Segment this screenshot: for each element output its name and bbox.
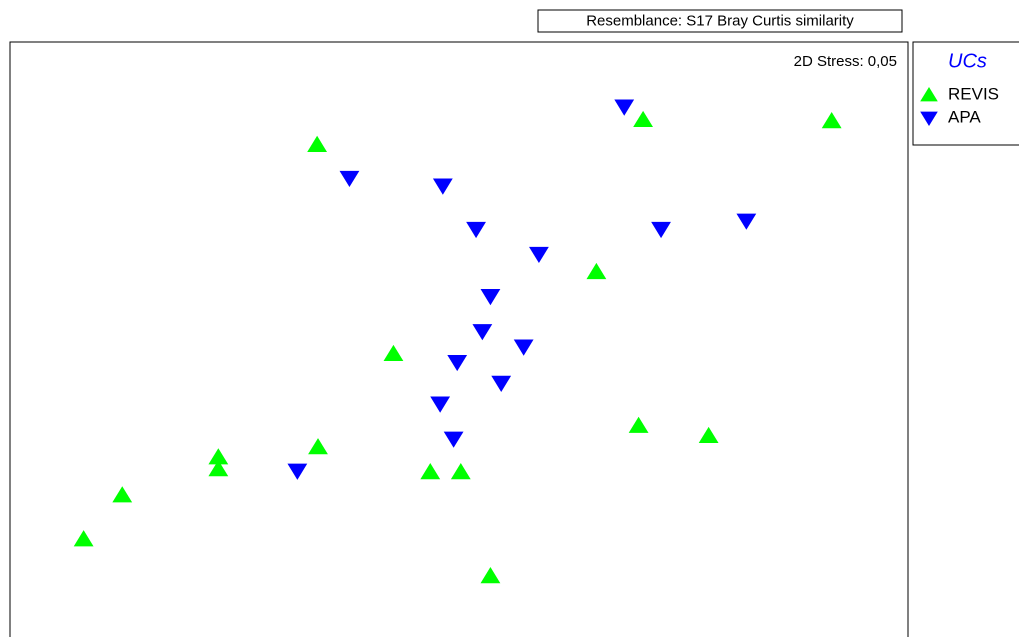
legend-marker (920, 111, 938, 126)
point (472, 324, 493, 341)
legend-box (912, 41, 1019, 146)
point (513, 339, 534, 356)
point (480, 567, 501, 584)
point (633, 110, 653, 128)
point (628, 416, 649, 433)
plot-frame (9, 41, 909, 637)
point (586, 262, 607, 280)
point (73, 530, 94, 547)
point (432, 178, 453, 195)
legend-label: APA (948, 107, 981, 126)
point (491, 375, 512, 392)
point (466, 221, 486, 239)
title-box (537, 9, 903, 33)
point (736, 213, 757, 230)
point (208, 460, 229, 477)
point (383, 344, 404, 362)
point (447, 354, 468, 372)
legend-marker (920, 87, 938, 102)
legend-label: REVIS (948, 84, 999, 103)
point (443, 431, 464, 448)
point (307, 135, 328, 152)
point (651, 221, 671, 239)
stress-annotation: 2D Stress: 0,05 (794, 53, 897, 70)
point (614, 99, 635, 116)
point (480, 289, 501, 306)
point (698, 426, 719, 444)
point (420, 463, 441, 480)
point (821, 112, 842, 129)
point (308, 438, 328, 455)
point (208, 448, 229, 465)
point (430, 396, 451, 413)
point (287, 463, 308, 480)
point (450, 463, 471, 480)
point (529, 246, 549, 264)
chart-title: Resemblance: S17 Bray Curtis similarity (586, 12, 854, 29)
point (112, 486, 133, 503)
legend-title: UCs (948, 50, 987, 72)
point (339, 170, 360, 188)
